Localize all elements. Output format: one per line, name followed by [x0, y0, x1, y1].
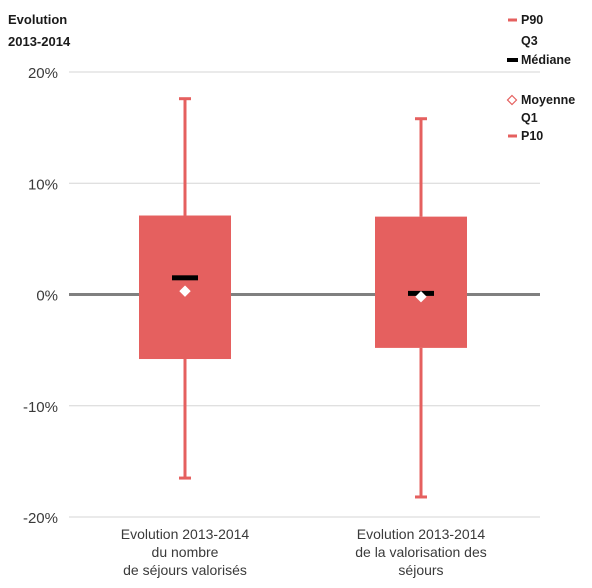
iqr-box	[375, 216, 467, 348]
box-layer	[139, 97, 467, 499]
legend-item-p90: P90	[508, 13, 543, 27]
legend-label-median: Médiane	[521, 53, 571, 67]
category-label-2-line-1: Evolution 2013-2014	[357, 526, 486, 542]
legend-label-p90: P90	[521, 13, 543, 27]
legend-item-median: Médiane	[507, 53, 571, 67]
legend-label-mean: Moyenne	[521, 93, 575, 107]
category-labels: Evolution 2013-2014 du nombre de séjours v…	[121, 526, 487, 578]
legend-label-q1: Q1	[521, 111, 538, 125]
y-title-line-2: 2013-2014	[8, 34, 71, 49]
box-1	[139, 97, 231, 480]
mean-marker	[179, 285, 191, 297]
legend-median-swatch	[507, 58, 518, 62]
legend-label-p10: P10	[521, 129, 543, 143]
category-label-2-line-3: séjours	[398, 562, 443, 578]
y-tick-label-4: -20%	[23, 510, 58, 527]
legend-item-q3: Q3	[521, 34, 538, 48]
y-title-line-1: Evolution	[8, 12, 67, 27]
category-label-2-line-2: de la valorisation des	[355, 544, 487, 560]
legend: P90 Q3 Médiane Moyenne Q1 P10	[506, 13, 575, 143]
category-label-1-line-1: Evolution 2013-2014	[121, 526, 250, 542]
y-title: Evolution 2013-2014	[8, 12, 71, 49]
y-axis: 20% 10% 0% -10% -20%	[23, 65, 58, 527]
legend-item-mean: Moyenne	[506, 93, 575, 107]
legend-diamond-swatch	[506, 94, 518, 106]
y-tick-label-1: 10%	[28, 176, 58, 193]
y-tick-label-3: -10%	[23, 399, 58, 416]
legend-item-p10: P10	[508, 129, 543, 143]
legend-item-q1: Q1	[521, 111, 538, 125]
median-marker	[172, 275, 198, 281]
mean-marker	[415, 291, 427, 303]
category-label-1-line-3: de séjours valorisés	[123, 562, 247, 578]
category-label-1-line-2: du nombre	[152, 544, 219, 560]
box-2	[375, 117, 467, 499]
y-tick-label-0: 20%	[28, 65, 58, 82]
y-tick-label-2: 0%	[36, 288, 58, 305]
legend-label-q3: Q3	[521, 34, 538, 48]
